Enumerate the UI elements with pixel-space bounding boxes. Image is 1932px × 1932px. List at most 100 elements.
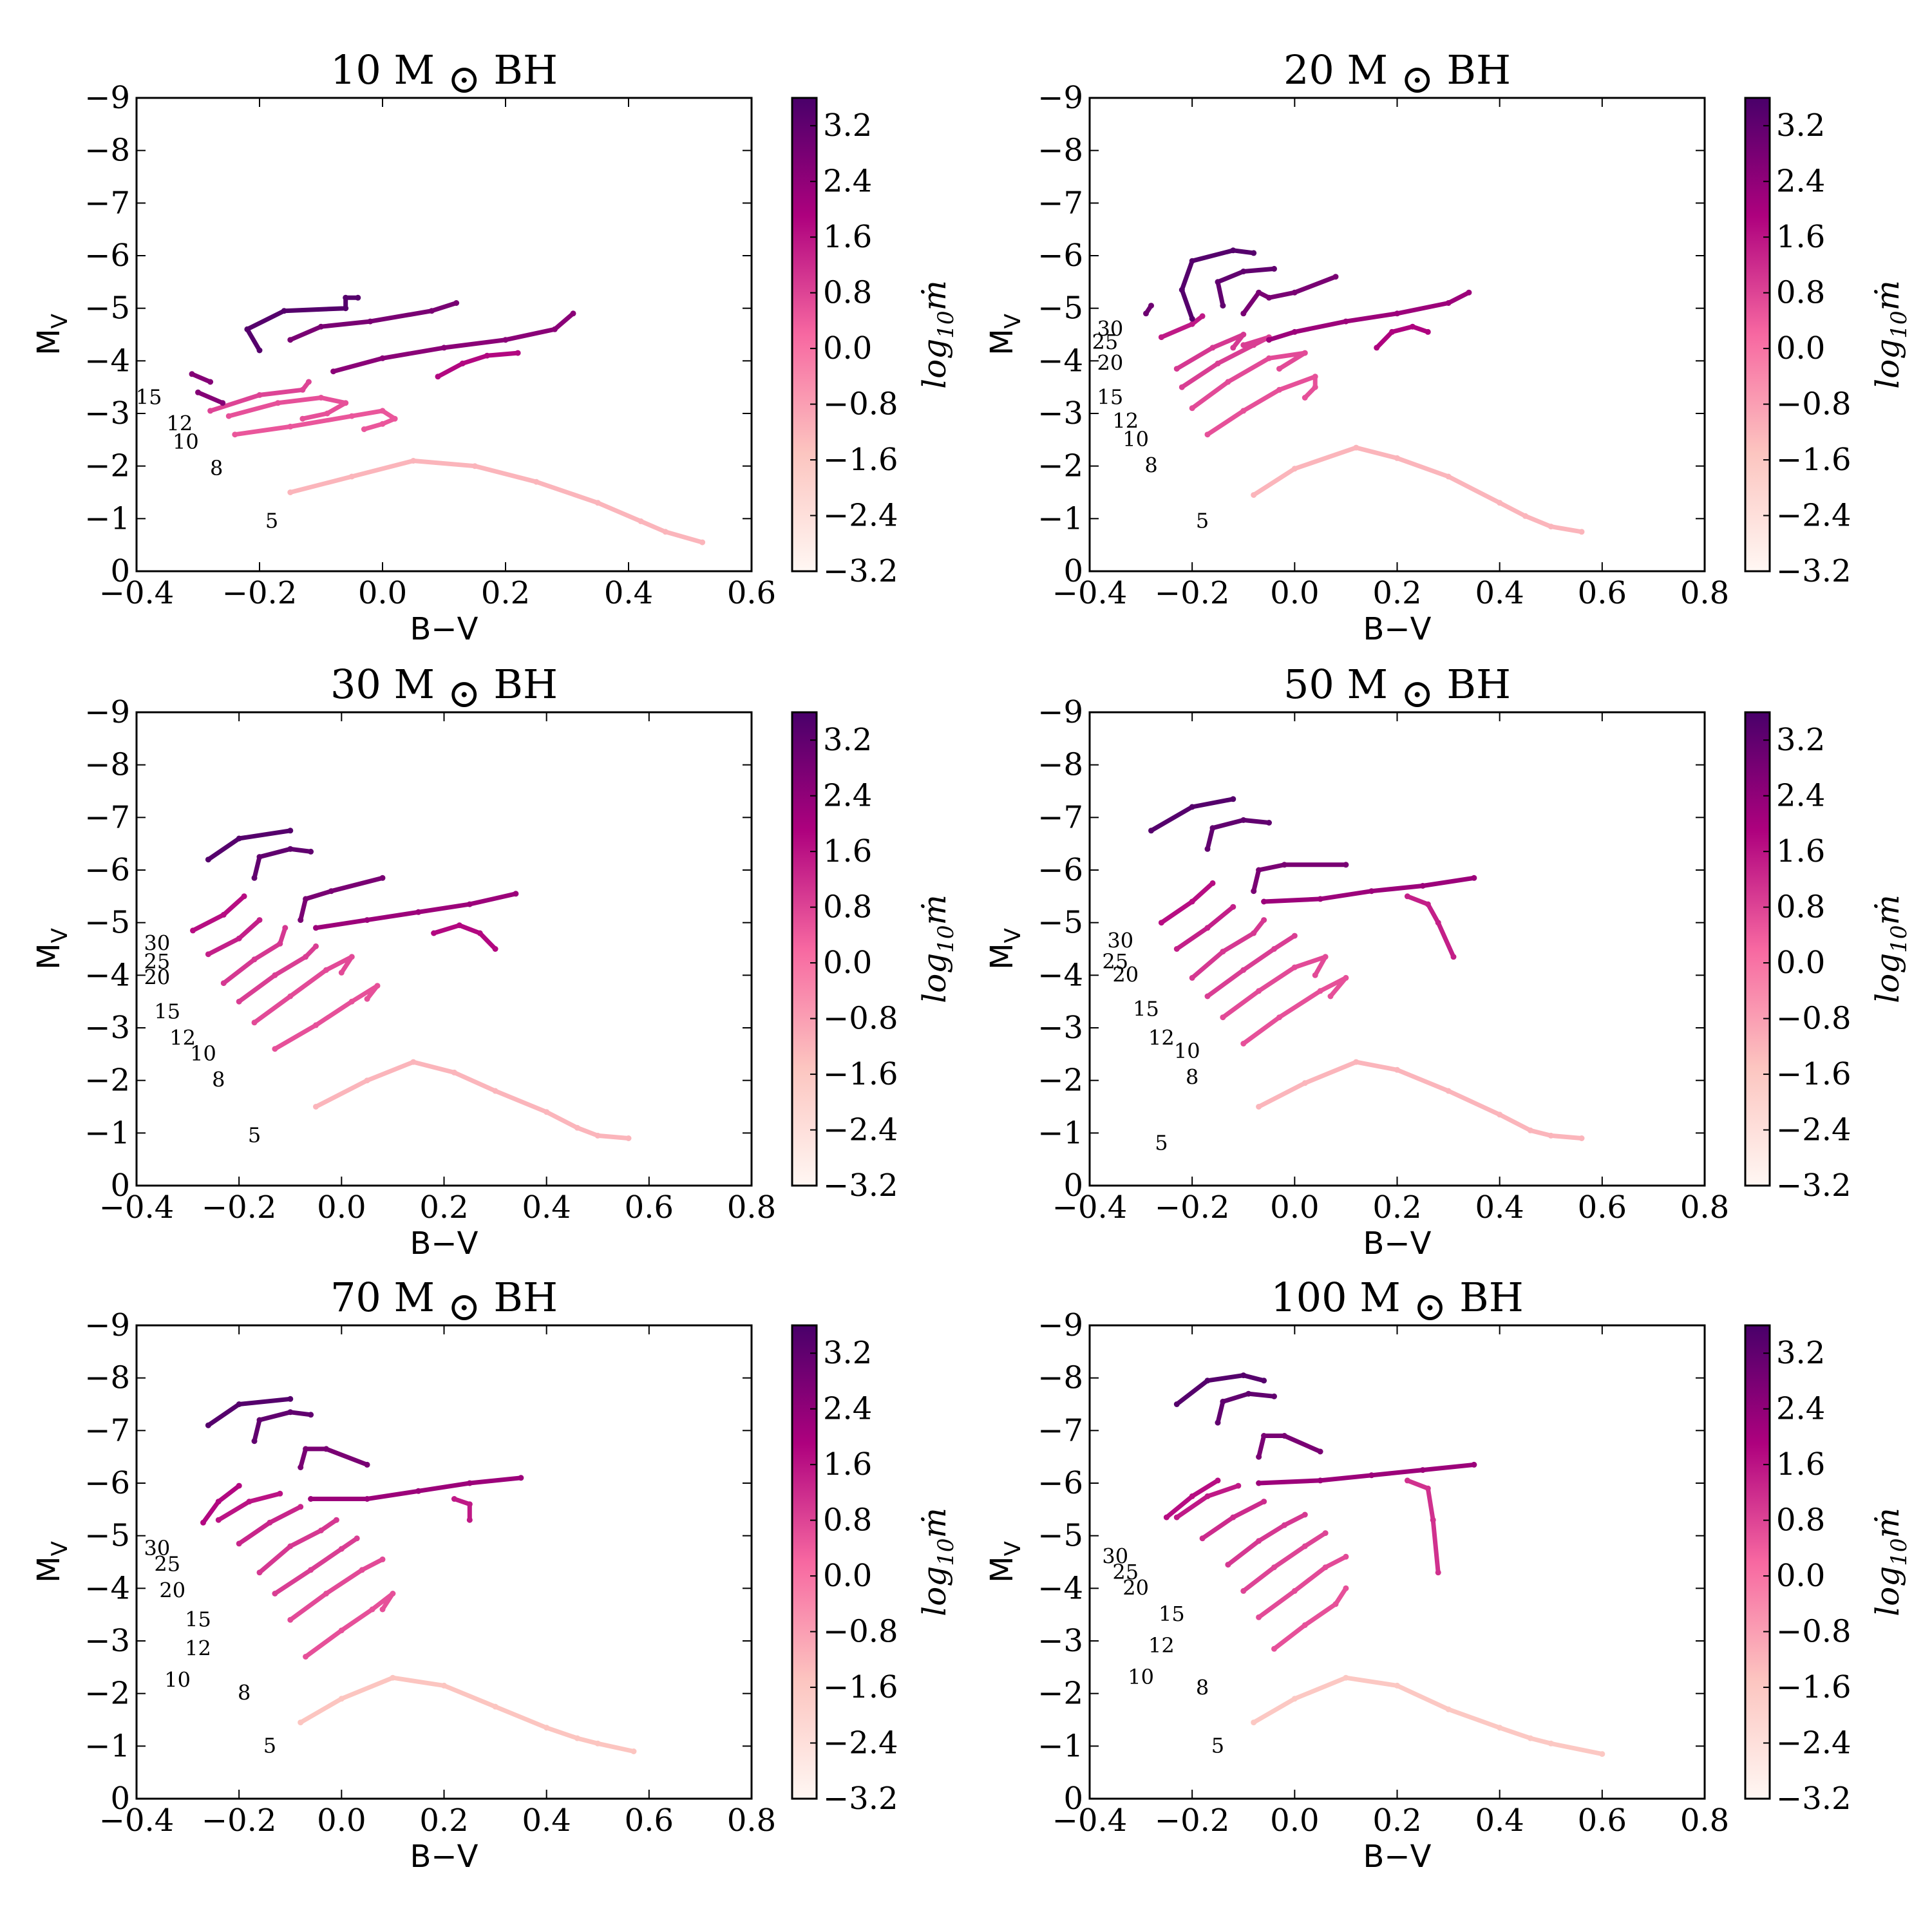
track-point [1445, 300, 1452, 306]
track-point [324, 410, 330, 417]
track-point [1291, 328, 1298, 335]
x-tick-label: 0.4 [604, 575, 653, 611]
track-point [1317, 1477, 1323, 1484]
track-point [1204, 846, 1211, 852]
track-point [1527, 1127, 1533, 1133]
track-point [441, 345, 447, 351]
mass-label: 30 [1107, 928, 1133, 952]
cb-tick-label: 3.2 [823, 1335, 872, 1371]
track-point [364, 996, 370, 1002]
track-point [1209, 825, 1216, 831]
track-point [277, 1490, 283, 1497]
y-tick-label: −4 [1037, 957, 1083, 993]
track-30 [1174, 1373, 1267, 1406]
track-point [308, 1567, 314, 1573]
cb-tick-label: 0.8 [823, 275, 872, 311]
track-point [1419, 883, 1426, 889]
y-tick-label: −8 [84, 1360, 130, 1396]
y-tick-label: −2 [1037, 1063, 1083, 1099]
track-point [207, 408, 214, 414]
track-point [1215, 1477, 1221, 1484]
x-tick-label: 0.8 [727, 1189, 776, 1226]
cb-tick-label: −0.8 [823, 386, 898, 422]
track-point [1189, 974, 1195, 981]
track-point [1368, 888, 1375, 895]
x-tick-label: 0.6 [1578, 1803, 1627, 1839]
track-point [305, 379, 312, 385]
mass-label: 25 [154, 1552, 180, 1577]
y-axis-label: MV [31, 314, 73, 355]
plot-frame [1088, 1324, 1706, 1800]
track-point [1240, 269, 1247, 274]
track-point [492, 1703, 498, 1710]
track-point [1173, 1514, 1180, 1520]
track-point [313, 1022, 319, 1028]
track-point [303, 1654, 309, 1660]
mass-label: 15 [185, 1607, 211, 1631]
cb-label-var: ṁ [1869, 895, 1906, 925]
title-main: 70 M [330, 1274, 448, 1321]
track-point [518, 1475, 524, 1481]
track-point [348, 413, 355, 419]
track-point [1256, 1104, 1262, 1110]
x-tick-label: 0.4 [522, 1803, 571, 1839]
track-point [1343, 974, 1349, 981]
y-tick-label: −9 [1037, 694, 1083, 730]
cb-tick-label: 0.0 [1776, 330, 1825, 366]
cb-tick-label: 0.8 [1776, 275, 1825, 311]
track-point [390, 1591, 396, 1596]
track-point [318, 395, 324, 401]
track-12 [272, 1536, 359, 1596]
track-point [275, 400, 281, 406]
track-point [1419, 1467, 1426, 1473]
track-point [1322, 1530, 1329, 1537]
mass-label: 30 [144, 1536, 170, 1560]
x-tick-label: 0.4 [1475, 575, 1524, 611]
track-point [374, 983, 381, 989]
sun-symbol: ⊙ [1401, 670, 1434, 717]
track-point [251, 875, 258, 881]
cb-tick-label: 2.4 [1776, 778, 1825, 814]
cb-tick-label: −3.2 [1776, 1168, 1852, 1204]
y-tick-label: 0 [1063, 553, 1083, 589]
track-15 [1226, 1512, 1307, 1567]
title-main: 100 M [1271, 1274, 1413, 1321]
track-point [1261, 917, 1267, 923]
track-point [515, 350, 521, 356]
y-tick-label: −4 [1037, 343, 1083, 379]
track-point [1271, 1564, 1277, 1571]
x-tick-label: 0.0 [1270, 575, 1319, 611]
mass-label: 8 [210, 456, 223, 480]
cb-tick-label: −1.6 [823, 1669, 898, 1705]
track-point [323, 1446, 329, 1452]
track-point [355, 294, 361, 301]
y-tick-label: −1 [84, 1728, 130, 1764]
cb-label-main: log [916, 339, 953, 389]
track-point [1261, 1433, 1267, 1439]
x-tick-label: 0.0 [1270, 1189, 1319, 1226]
sun-symbol: ⊙ [448, 55, 481, 102]
track-point [1291, 466, 1298, 472]
track-point [1291, 964, 1298, 971]
track-point [267, 1519, 273, 1526]
y-tick-label: −6 [1037, 238, 1083, 274]
track-point [1225, 379, 1231, 385]
track-point [236, 1482, 242, 1489]
track-5 [288, 459, 705, 545]
x-tick-label: 0.8 [727, 1803, 776, 1839]
cb-tick-label: 0.0 [1776, 945, 1825, 981]
track-point [1291, 1696, 1298, 1702]
title-suffix: BH [1446, 1274, 1523, 1321]
track-12 [236, 943, 318, 1004]
track-point [451, 1069, 457, 1075]
track-point [364, 917, 370, 923]
mass-label: 8 [1144, 453, 1157, 478]
track-point [1173, 1401, 1180, 1407]
track-point [379, 355, 386, 361]
track-point [343, 305, 349, 312]
track-point [1256, 1614, 1262, 1620]
track-point [630, 1748, 637, 1754]
track-point [256, 347, 263, 354]
y-axis-label: MV [984, 1541, 1026, 1583]
track-point [190, 927, 196, 934]
